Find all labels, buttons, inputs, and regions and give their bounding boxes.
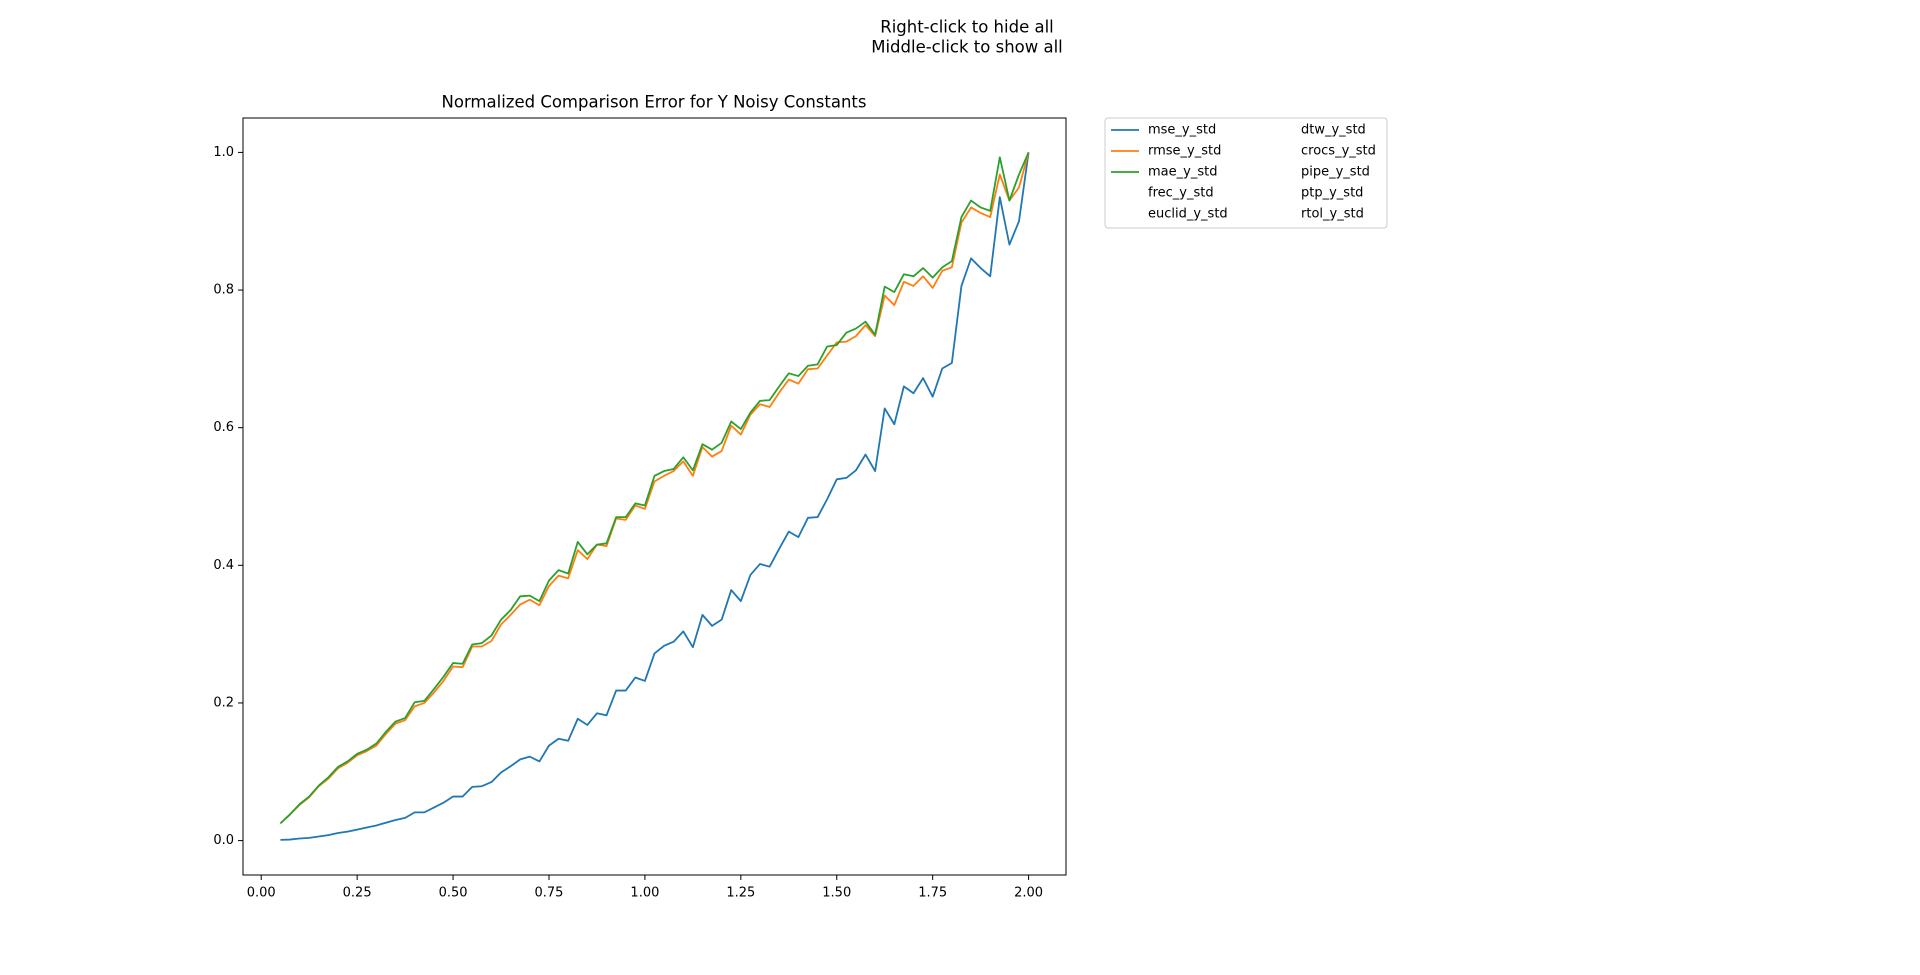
legend-label: mae_y_std [1148, 165, 1217, 180]
legend-label: frec_y_std [1148, 186, 1214, 201]
legend-label: rtol_y_std [1301, 207, 1364, 222]
legend-label: pipe_y_std [1301, 165, 1370, 180]
x-tick-label: 0.50 [439, 886, 468, 901]
legend-label: ptp_y_std [1301, 186, 1363, 201]
legend: mse_y_std rmse_y_std mae_y_std frec_y_stdeu… [1104, 117, 1388, 229]
legend-label: crocs_y_std [1301, 144, 1376, 159]
legend-item[interactable]: euclid_y_std [1148, 207, 1228, 222]
legend-label: rmse_y_std [1148, 144, 1221, 159]
y-tick-label: 0.4 [213, 558, 234, 573]
legend-item[interactable]: crocs_y_std [1301, 144, 1376, 159]
legend-label: euclid_y_std [1148, 207, 1228, 222]
line-series [279, 152, 1030, 825]
legend-item[interactable]: mse_y_std [1111, 123, 1216, 138]
legend-box [1104, 117, 1388, 229]
legend-item[interactable]: rtol_y_std [1301, 207, 1364, 222]
x-tick-label: 0.25 [343, 886, 372, 901]
axes-frame [242, 117, 1067, 876]
x-tick-label: 1.25 [726, 886, 755, 901]
hint-text: Right-click to hide all [880, 18, 1054, 37]
legend-item[interactable]: dtw_y_std [1301, 123, 1366, 138]
legend-item[interactable]: mae_y_std [1111, 165, 1217, 180]
legend-item[interactable]: rmse_y_std [1111, 144, 1221, 159]
legend-label: mse_y_std [1148, 123, 1216, 138]
x-tick-label: 0.00 [247, 886, 276, 901]
legend-label: dtw_y_std [1301, 123, 1366, 138]
line-series [280, 152, 1030, 841]
legend-item[interactable]: ptp_y_std [1301, 186, 1363, 201]
y-tick-label: 0.8 [213, 283, 234, 298]
legend-item[interactable]: pipe_y_std [1301, 165, 1370, 180]
x-tick-label: 0.75 [535, 886, 564, 901]
hint-text: Middle-click to show all [871, 38, 1063, 57]
line-series [279, 152, 1030, 825]
x-tick-label: 1.75 [918, 886, 947, 901]
x-tick-label: 1.50 [822, 886, 851, 901]
y-tick-label: 0.6 [213, 420, 234, 435]
x-tick-label: 1.00 [630, 886, 659, 901]
y-tick-label: 0.0 [213, 833, 234, 848]
chart-title: Normalized Comparison Error for Y Noisy … [442, 93, 867, 112]
y-tick-label: 1.0 [213, 145, 234, 160]
x-tick-label: 2.00 [1014, 886, 1043, 901]
y-tick-label: 0.2 [213, 695, 234, 710]
legend-item[interactable]: frec_y_std [1148, 186, 1214, 201]
